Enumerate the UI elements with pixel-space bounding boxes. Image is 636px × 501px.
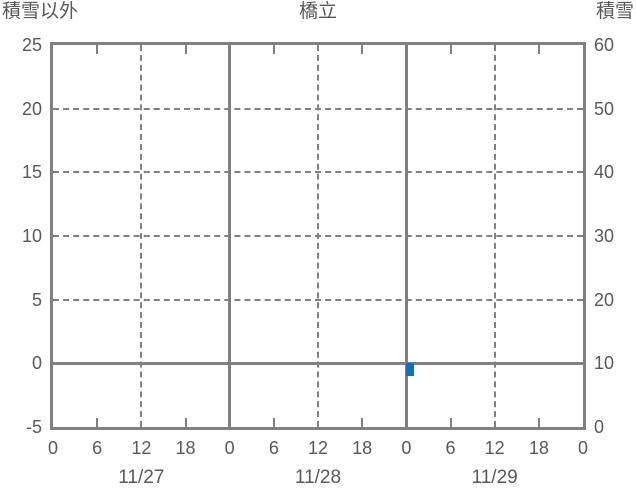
- x-axis-hour-tick-label: 0: [401, 438, 412, 458]
- x-axis-hour-tick-label: 18: [352, 438, 373, 458]
- x-axis-hour-tick-label: 18: [528, 438, 549, 458]
- x-axis-hour-tick-label: 12: [307, 438, 329, 458]
- day-boundary-line: [404, 45, 408, 427]
- x-axis-day-label: 11/28: [294, 467, 342, 488]
- plot-area: [50, 42, 586, 430]
- x-axis-hour-tick-label: 0: [224, 438, 235, 458]
- x-tick-mark: [272, 418, 275, 427]
- y-axis-right-tick-label: 0: [594, 417, 605, 437]
- x-tick-mark: [184, 418, 187, 427]
- y-axis-right-tick-label: 10: [594, 353, 615, 374]
- x-tick-mark: [449, 418, 452, 427]
- day-boundary-line: [228, 45, 232, 427]
- y-axis-left-tick-label: 25: [21, 35, 42, 55]
- left-axis-title: 積雪以外: [2, 1, 79, 22]
- y-axis-left-tick-label: -5: [25, 417, 42, 437]
- x-tick-mark: [96, 45, 99, 54]
- y-axis-right-tick-label: 20: [594, 289, 615, 310]
- x-tick-mark: [184, 45, 187, 54]
- x-tick-mark: [537, 45, 540, 54]
- right-axis-title: 積雪: [595, 1, 634, 22]
- x-axis-hour-tick-label: 0: [47, 438, 59, 458]
- x-tick-mark: [537, 418, 540, 427]
- y-axis-right-tick-label: 30: [594, 226, 615, 246]
- x-tick-mark: [361, 418, 364, 427]
- y-axis-right-tick-label: 40: [594, 162, 615, 183]
- x-tick-mark: [361, 45, 364, 54]
- x-tick-mark: [272, 45, 275, 54]
- x-axis-hour-tick-label: 18: [175, 438, 196, 458]
- x-axis-day-label: 11/29: [471, 467, 518, 488]
- y-axis-right-tick-label: 60: [594, 35, 615, 55]
- x-axis-hour-tick-label: 6: [445, 438, 456, 458]
- y-axis-left-tick-label: 5: [31, 289, 42, 310]
- x-axis-hour-tick-label: 12: [131, 438, 152, 458]
- vertical-gridline: [140, 45, 143, 427]
- y-axis-left-tick-label: 15: [21, 162, 42, 183]
- y-axis-left-tick-label: 10: [21, 226, 42, 246]
- x-axis-hour-tick-label: 0: [577, 438, 589, 458]
- chart-title: 橋立: [298, 1, 337, 22]
- y-axis-left-tick-label: 0: [31, 353, 42, 374]
- x-axis-day-label: 11/27: [118, 467, 165, 488]
- x-axis-hour-tick-label: 12: [484, 438, 505, 458]
- y-axis-right-tick-label: 50: [594, 98, 615, 119]
- x-tick-mark: [449, 45, 452, 54]
- plot-inner: [53, 45, 583, 427]
- y-axis-left-tick-label: 20: [21, 98, 42, 119]
- vertical-gridline: [493, 45, 496, 427]
- vertical-gridline: [317, 45, 319, 427]
- x-tick-mark: [96, 418, 99, 427]
- x-axis-hour-tick-label: 6: [268, 438, 279, 458]
- data-bar: [406, 363, 414, 377]
- x-axis-hour-tick-label: 6: [92, 438, 103, 458]
